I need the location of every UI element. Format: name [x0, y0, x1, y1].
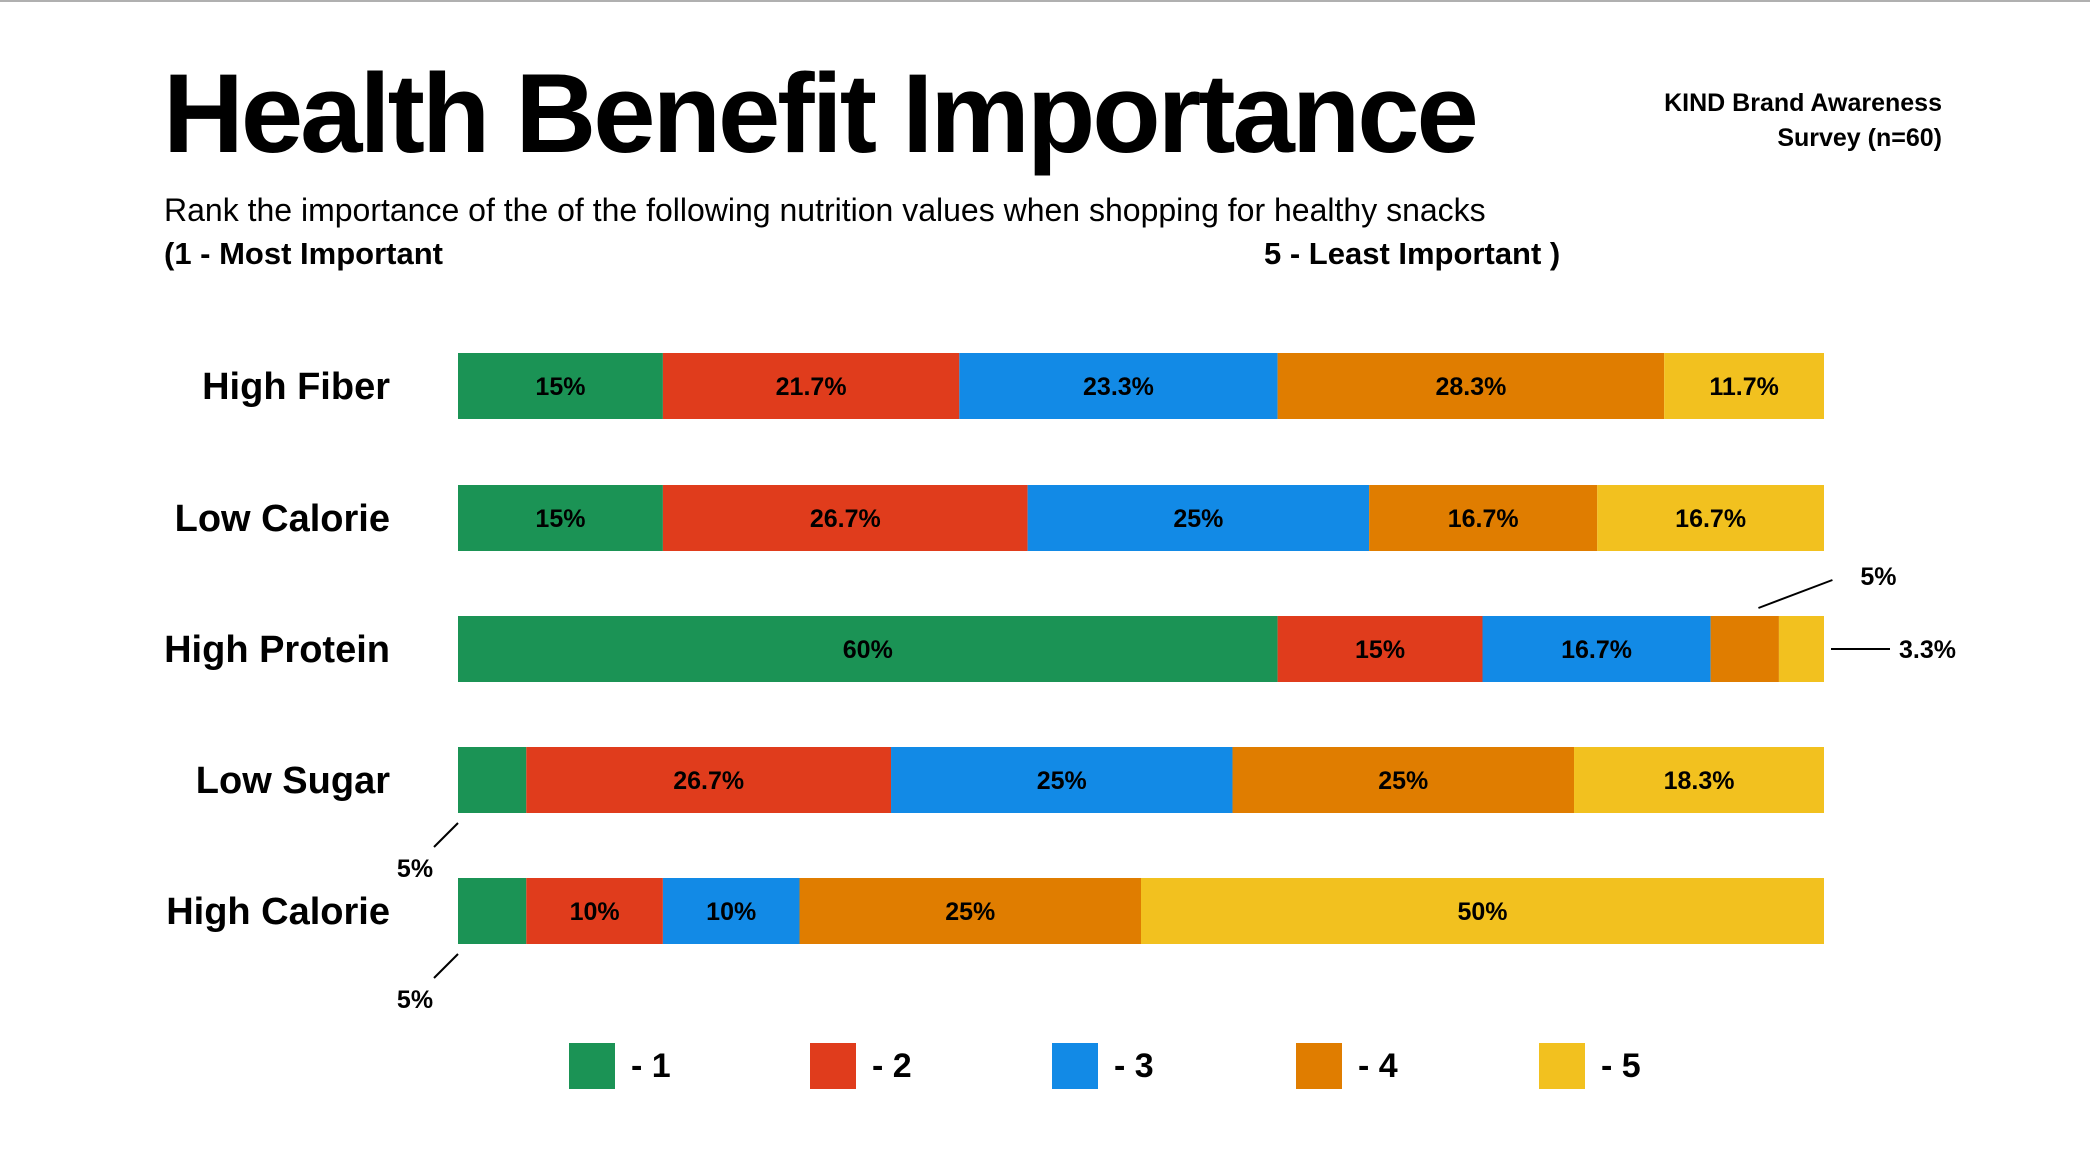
bar-high-protein-rank-5: [1778, 616, 1824, 682]
bar-high-fiber-rank-2: [662, 353, 960, 419]
leader-line-high-calorie-rank-1: [433, 953, 459, 979]
bar-high-calorie-rank-4: [799, 878, 1141, 944]
data-label-low-sugar-rank-1: 5%: [397, 855, 433, 883]
data-label-high-fiber-rank-2: 21.7%: [776, 373, 847, 401]
data-label-high-protein-rank-2: 15%: [1355, 636, 1405, 664]
category-label-high-fiber: High Fiber: [202, 366, 390, 408]
bar-high-protein-rank-4: [1710, 616, 1779, 682]
data-label-low-sugar-rank-4: 25%: [1378, 767, 1428, 795]
data-label-high-calorie-rank-2: 10%: [570, 898, 620, 926]
legend-label-1: - 1: [631, 1046, 671, 1085]
bar-low-calorie-rank-5: [1597, 485, 1824, 551]
bar-high-fiber-rank-5: [1664, 353, 1824, 419]
category-label-low-sugar: Low Sugar: [196, 760, 390, 802]
scale-most-important: (1 - Most Important: [164, 236, 443, 271]
bar-low-calorie-rank-3: [1027, 485, 1370, 551]
data-label-low-calorie-rank-1: 15%: [535, 505, 585, 533]
legend-label-4: - 4: [1358, 1046, 1398, 1085]
legend-item-5: - 5: [1539, 1043, 1641, 1089]
data-label-high-protein-rank-4: 5%: [1860, 563, 1896, 591]
bar-high-calorie-rank-5: [1141, 878, 1824, 944]
top-border: [0, 0, 2090, 2]
data-label-high-protein-rank-3: 16.7%: [1561, 636, 1632, 664]
bar-high-protein-rank-1: [458, 616, 1278, 682]
data-label-low-sugar-rank-3: 25%: [1037, 767, 1087, 795]
bar-high-fiber-rank-4: [1277, 353, 1665, 419]
data-label-low-sugar-rank-2: 26.7%: [673, 767, 744, 795]
survey-question: Rank the importance of the of the follow…: [164, 192, 1486, 228]
legend-swatch-3: [1052, 1043, 1098, 1089]
category-label-low-calorie: Low Calorie: [175, 498, 390, 540]
bar-low-sugar-rank-1: [458, 747, 527, 813]
data-label-high-protein-rank-5: 3.3%: [1899, 636, 1956, 664]
data-label-low-calorie-rank-2: 26.7%: [810, 505, 881, 533]
legend-swatch-2: [810, 1043, 856, 1089]
bar-low-sugar-rank-5: [1574, 747, 1824, 813]
legend-swatch-4: [1296, 1043, 1342, 1089]
bar-high-fiber-rank-3: [959, 353, 1278, 419]
data-label-high-calorie-rank-5: 50%: [1457, 898, 1507, 926]
legend-label-2: - 2: [872, 1046, 912, 1085]
bar-low-sugar-rank-2: [526, 747, 892, 813]
bar-high-calorie-rank-1: [458, 878, 527, 944]
bar-high-protein-rank-2: [1277, 616, 1483, 682]
bar-high-fiber-rank-1: [458, 353, 663, 419]
bar-low-sugar-rank-3: [891, 747, 1233, 813]
legend-item-4: - 4: [1296, 1043, 1398, 1089]
bar-low-sugar-rank-4: [1232, 747, 1575, 813]
data-label-high-protein-rank-1: 60%: [843, 636, 893, 664]
survey-source-line-1: KIND Brand Awareness: [1664, 89, 1942, 117]
legend-item-1: - 1: [569, 1043, 671, 1089]
survey-source-line-2: Survey (n=60): [1777, 124, 1942, 152]
data-label-high-fiber-rank-5: 11.7%: [1709, 373, 1779, 401]
bar-high-calorie-rank-3: [662, 878, 800, 944]
data-label-high-fiber-rank-3: 23.3%: [1083, 373, 1154, 401]
legend-label-3: - 3: [1114, 1046, 1154, 1085]
scale-least-important: 5 - Least Important ): [1264, 236, 1561, 271]
data-label-high-calorie-rank-3: 10%: [706, 898, 756, 926]
legend-item-3: - 3: [1052, 1043, 1154, 1089]
bar-low-calorie-rank-1: [458, 485, 663, 551]
legend-swatch-1: [569, 1043, 615, 1089]
data-label-low-calorie-rank-3: 25%: [1173, 505, 1223, 533]
legend-item-2: - 2: [810, 1043, 912, 1089]
survey-source: KIND Brand Awareness Survey (n=60): [1582, 86, 1942, 156]
bar-high-protein-rank-3: [1482, 616, 1711, 682]
bar-high-calorie-rank-2: [526, 878, 663, 944]
data-label-low-calorie-rank-5: 16.7%: [1675, 505, 1746, 533]
data-label-high-fiber-rank-1: 15%: [535, 373, 585, 401]
bar-low-calorie-rank-2: [662, 485, 1028, 551]
category-label-high-calorie: High Calorie: [166, 891, 390, 933]
category-label-high-protein: High Protein: [164, 629, 390, 671]
data-label-high-calorie-rank-4: 25%: [945, 898, 995, 926]
bar-low-calorie-rank-4: [1369, 485, 1598, 551]
page-title: Health Benefit Importance: [163, 51, 1479, 176]
legend-swatch-5: [1539, 1043, 1585, 1089]
data-label-high-calorie-rank-1: 5%: [397, 986, 433, 1014]
leader-line-low-sugar-rank-1: [433, 822, 459, 848]
data-label-low-calorie-rank-4: 16.7%: [1448, 505, 1519, 533]
leader-line-high-protein-rank-4: [1758, 579, 1833, 609]
legend-label-5: - 5: [1601, 1046, 1641, 1085]
data-label-high-fiber-rank-4: 28.3%: [1435, 373, 1506, 401]
data-label-low-sugar-rank-5: 18.3%: [1664, 767, 1735, 795]
